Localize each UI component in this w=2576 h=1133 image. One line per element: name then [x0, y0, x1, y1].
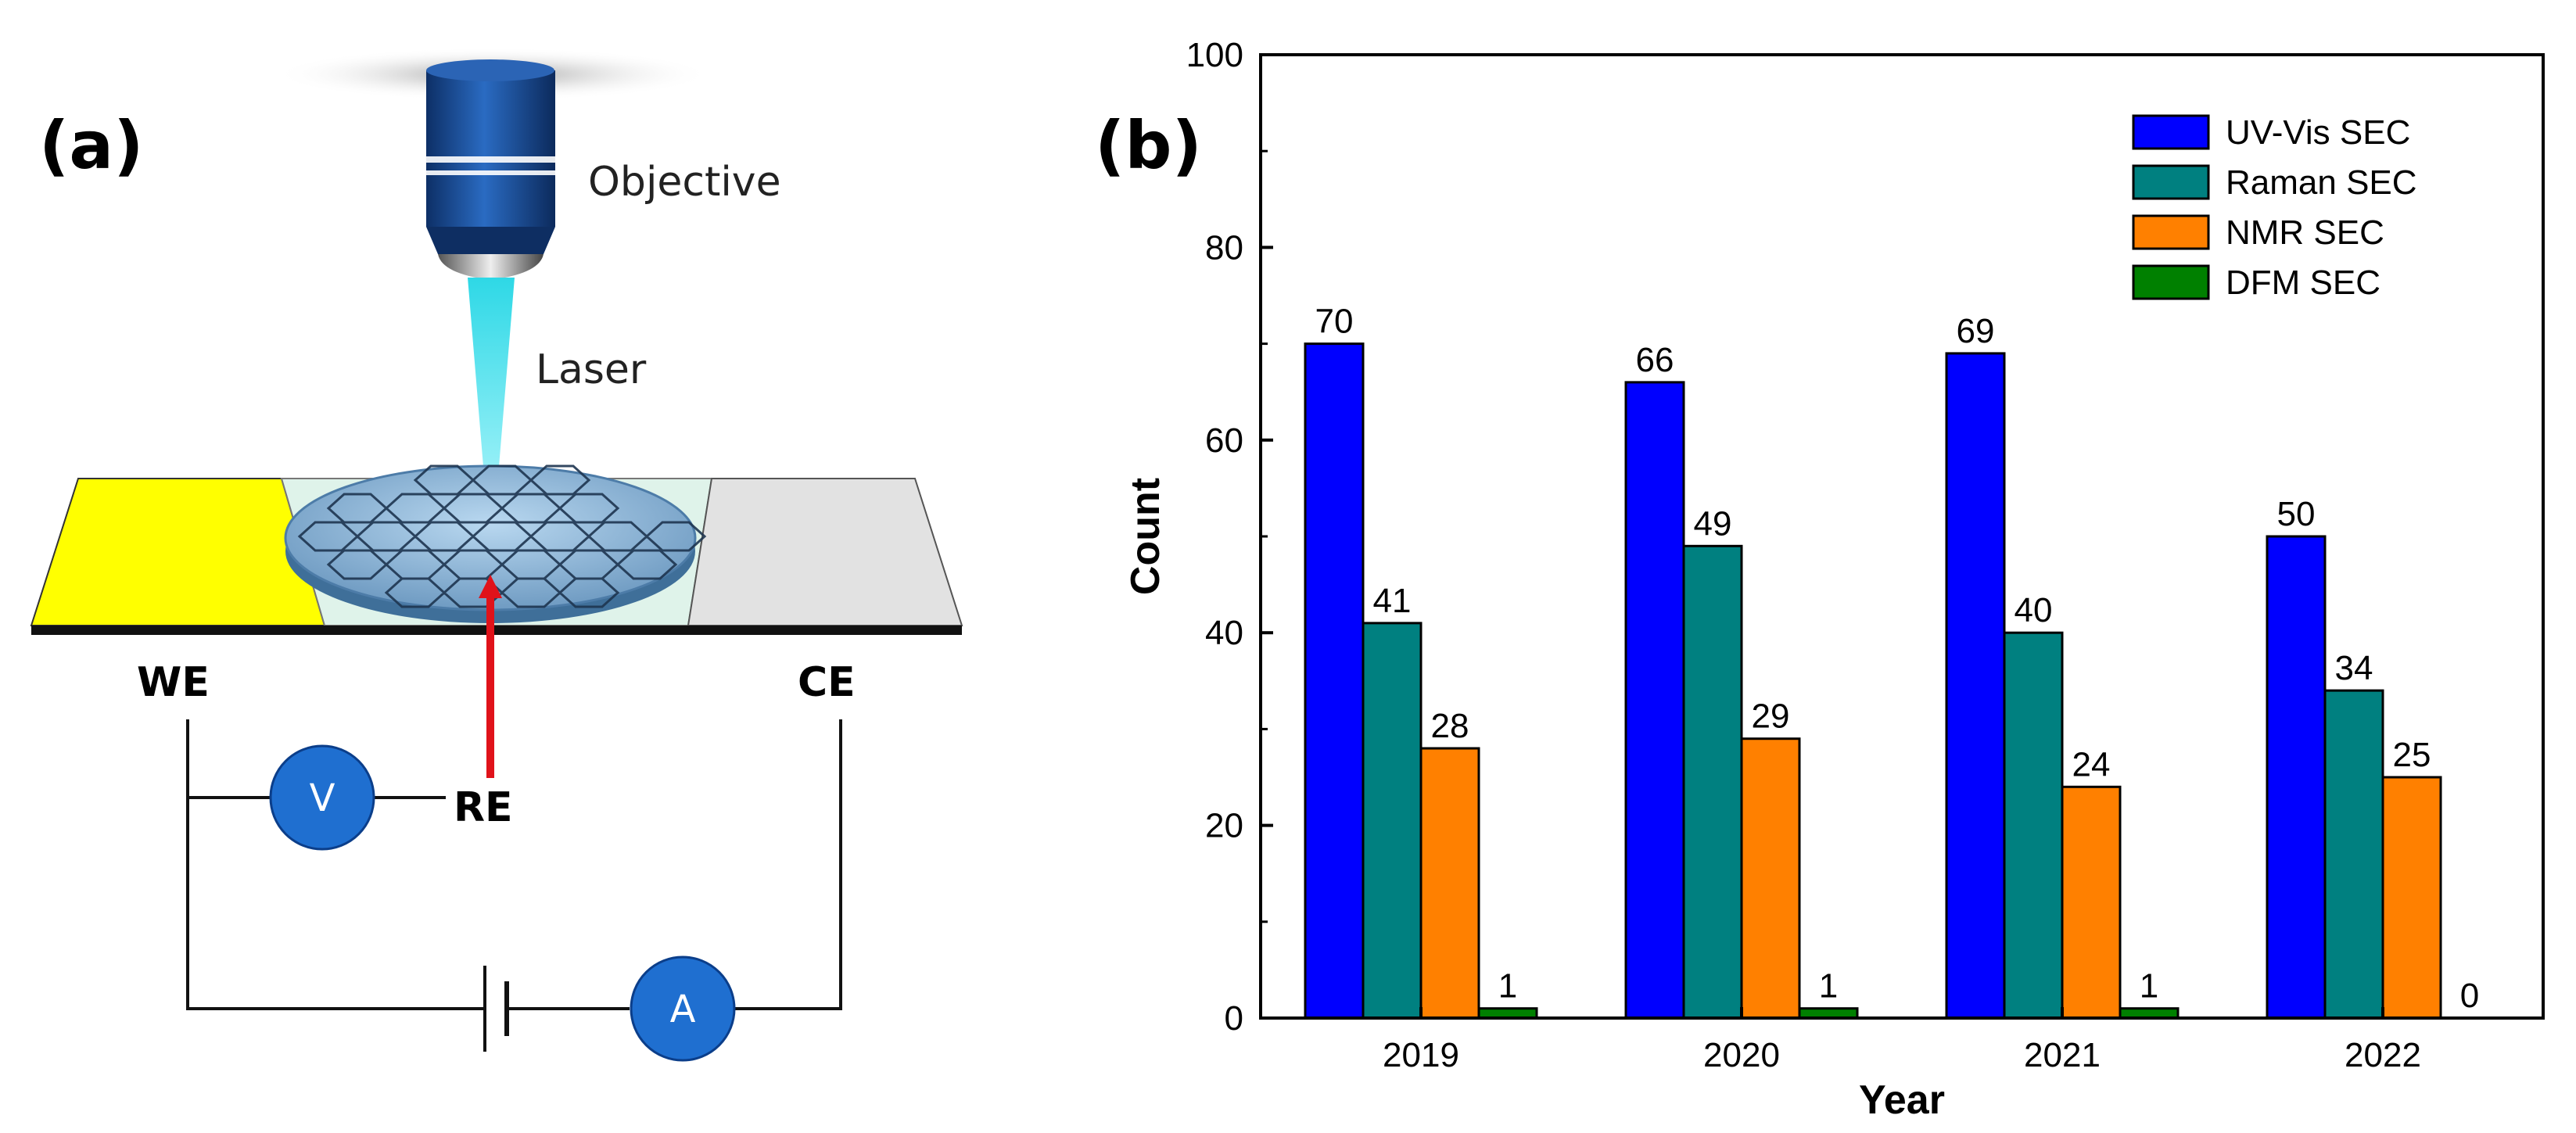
data-label: 1	[2140, 967, 2158, 1006]
data-label: 70	[1315, 303, 1354, 341]
reference-electrode-arrow	[479, 575, 502, 778]
y-tick-label: 40	[1205, 614, 1243, 652]
objective-label: Objective	[588, 159, 781, 206]
voltmeter-label: V	[310, 776, 335, 820]
y-axis-title: Count	[1123, 478, 1168, 595]
panel-b-label: (b)	[1095, 107, 1202, 184]
legend-swatch	[2132, 164, 2210, 200]
y-tick-label: 60	[1205, 421, 1243, 460]
bar-uv-vis-sec-2019	[1304, 342, 1365, 1020]
data-label: 1	[1498, 967, 1517, 1006]
data-label: 25	[2393, 736, 2431, 774]
data-label: 49	[1694, 504, 1732, 543]
we-label: WE	[137, 659, 210, 706]
circuit-wires	[186, 719, 842, 1010]
ammeter-label: A	[670, 988, 696, 1031]
data-label: 0	[2460, 977, 2479, 1015]
x-axis-title: Year	[1859, 1077, 1945, 1123]
bar-raman-sec-2019	[1362, 622, 1423, 1020]
bar-raman-sec-2022	[2323, 689, 2384, 1020]
bar-nmr-sec-2019	[1419, 747, 1480, 1020]
data-label: 41	[1373, 582, 1412, 620]
y-tick-label: 0	[1225, 999, 1243, 1038]
x-tick-label: 2022	[2345, 1036, 2421, 1074]
bar-nmr-sec-2022	[2381, 776, 2442, 1020]
bar-raman-sec-2021	[2003, 631, 2064, 1020]
re-label: RE	[454, 784, 513, 831]
bar-uv-vis-sec-2021	[1945, 352, 2006, 1020]
voltmeter: V	[269, 744, 375, 851]
data-label: 24	[2072, 745, 2111, 783]
x-tick-label: 2021	[2024, 1036, 2101, 1074]
ammeter: A	[630, 956, 736, 1062]
data-label: 69	[1957, 312, 1995, 350]
legend-label: UV-Vis SEC	[2226, 113, 2410, 152]
panel-a-schematic: (a) Objective Laser	[30, 48, 963, 1062]
data-label: 28	[1431, 707, 1469, 745]
laser-beam	[468, 278, 515, 504]
bar-uv-vis-sec-2020	[1624, 381, 1685, 1020]
objective-lens	[274, 48, 712, 280]
bar-raman-sec-2020	[1682, 544, 1743, 1020]
data-label: 50	[2277, 495, 2316, 533]
bar-uv-vis-sec-2022	[2266, 535, 2327, 1020]
legend-label: DFM SEC	[2226, 264, 2380, 302]
y-tick-label: 80	[1205, 228, 1243, 267]
ce-label: CE	[798, 659, 856, 706]
counter-electrode	[687, 478, 963, 626]
working-electrode	[30, 478, 326, 626]
legend-swatch	[2132, 264, 2210, 300]
x-tick-label: 2020	[1703, 1036, 1780, 1074]
legend-label: NMR SEC	[2226, 213, 2384, 252]
data-label: 29	[1752, 697, 1790, 736]
legend-swatch	[2132, 214, 2210, 250]
legend-label: Raman SEC	[2226, 163, 2417, 202]
bar-nmr-sec-2020	[1740, 737, 1801, 1020]
data-label: 40	[2015, 591, 2053, 629]
data-label: 1	[1819, 967, 1838, 1006]
laser-label: Laser	[536, 346, 647, 393]
data-label: 34	[2335, 649, 2373, 687]
data-label: 66	[1636, 341, 1674, 379]
y-tick-label: 20	[1205, 807, 1243, 845]
panel-a-label: (a)	[39, 107, 143, 184]
battery-icon	[483, 966, 509, 1052]
y-tick-label: 100	[1186, 36, 1243, 74]
x-tick-label: 2019	[1383, 1036, 1459, 1074]
legend-swatch	[2132, 114, 2210, 150]
bar-nmr-sec-2021	[2061, 785, 2122, 1020]
graphene-droplet	[284, 464, 707, 623]
